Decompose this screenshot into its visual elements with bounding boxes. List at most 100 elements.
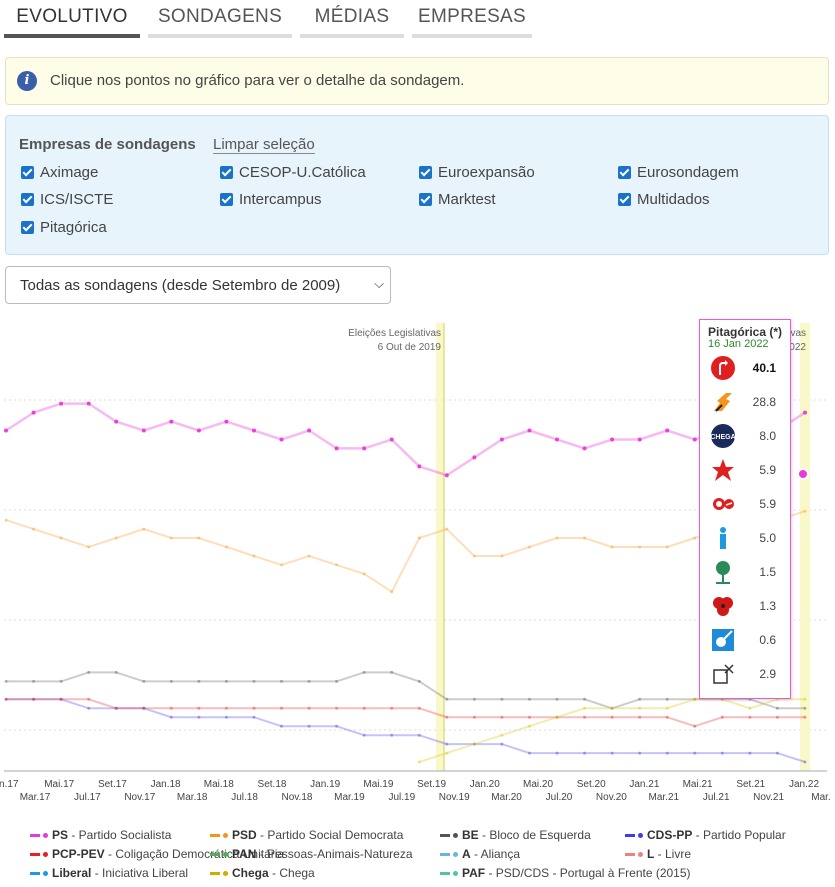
poll-point-ps[interactable] <box>555 437 559 442</box>
poll-point-chega[interactable] <box>638 706 642 710</box>
poll-point-pcp-pev[interactable] <box>169 706 173 710</box>
legend-item-liberal[interactable]: Liberal - Iniciativa Liberal <box>30 866 188 880</box>
poll-point-psd[interactable] <box>224 545 228 549</box>
poll-point-cds-pp[interactable] <box>500 742 504 746</box>
poll-point-psd[interactable] <box>803 509 807 513</box>
poll-point-chega[interactable] <box>583 706 587 710</box>
poll-point-be[interactable] <box>555 697 559 701</box>
poll-point-pcp-pev[interactable] <box>280 706 283 710</box>
poll-point-ps[interactable] <box>114 419 119 424</box>
poll-point-psd[interactable] <box>638 545 642 549</box>
poll-point-be[interactable] <box>528 697 531 701</box>
poll-point-cds-pp[interactable] <box>748 751 752 755</box>
poll-point-ps[interactable] <box>389 437 394 442</box>
poll-point-pcp-pev[interactable] <box>197 706 201 710</box>
tab-medias[interactable]: MÉDIAS <box>300 6 404 38</box>
poll-point-ps[interactable] <box>803 410 807 415</box>
poll-point-pcp-pev[interactable] <box>693 724 697 728</box>
series-line-ps[interactable] <box>5 402 806 477</box>
poll-point-pcp-pev[interactable] <box>748 715 752 719</box>
poll-point-pcp-pev[interactable] <box>307 706 311 710</box>
poll-point-pcp-pev[interactable] <box>362 706 366 710</box>
poll-point-psd[interactable] <box>142 527 146 531</box>
poll-point-ps[interactable] <box>444 473 449 478</box>
legend-item-chega[interactable]: Chega - Chega <box>210 866 315 880</box>
poll-point-pcp-pev[interactable] <box>335 706 339 710</box>
poll-point-pcp-pev[interactable] <box>665 715 669 719</box>
poll-point-be[interactable] <box>169 679 173 683</box>
legend-item-pcp-pev[interactable]: PCP-PEV - Coligação Democrática Unitária <box>30 847 284 861</box>
poll-point-cds-pp[interactable] <box>472 742 476 746</box>
evolution-chart[interactable]: Eleições Legislativas 6 Out de 2019 vas … <box>0 315 835 805</box>
clear-selection-link[interactable]: Limpar seleção <box>213 136 315 154</box>
poll-point-psd[interactable] <box>472 554 476 558</box>
poll-point-be[interactable] <box>472 697 476 701</box>
poll-point-pcp-pev[interactable] <box>803 715 807 719</box>
series-line-cds-pp[interactable] <box>6 698 806 763</box>
poll-point-chega[interactable] <box>693 697 697 701</box>
poll-point-chega[interactable] <box>417 760 421 764</box>
poll-point-be[interactable] <box>417 679 421 683</box>
poll-point-cds-pp[interactable] <box>280 724 283 728</box>
poll-point-pcp-pev[interactable] <box>528 715 531 719</box>
series-line-be[interactable] <box>6 671 805 710</box>
poll-point-pcp-pev[interactable] <box>583 715 587 719</box>
series-line-psd[interactable] <box>5 510 806 594</box>
poll-point-ps[interactable] <box>307 428 312 433</box>
legend-item-paf[interactable]: PAF - PSD/CDS - Portugal à Frente (2015) <box>440 866 691 880</box>
poll-point-be[interactable] <box>362 670 366 674</box>
poll-point-psd[interactable] <box>665 545 669 549</box>
poll-point-cds-pp[interactable] <box>197 715 201 719</box>
poll-point-ps[interactable] <box>224 419 229 424</box>
legend-item-a[interactable]: A - Aliança <box>440 847 520 861</box>
poll-point-psd[interactable] <box>280 563 283 567</box>
poll-point-ps[interactable] <box>169 419 174 424</box>
poll-point-psd[interactable] <box>693 536 697 540</box>
legend-item-pan[interactable]: PAN - Pessoas-Animais-Natureza <box>210 847 413 861</box>
poll-point-chega[interactable] <box>500 733 504 737</box>
poll-point-cds-pp[interactable] <box>665 751 669 755</box>
poll-point-psd[interactable] <box>4 518 8 522</box>
poll-point-cds-pp[interactable] <box>252 715 256 719</box>
poll-point-cds-pp[interactable] <box>142 706 146 710</box>
poll-point-chega[interactable] <box>445 751 449 755</box>
poll-point-pcp-pev[interactable] <box>500 715 504 719</box>
poll-point-be[interactable] <box>142 679 146 683</box>
poll-point-psd[interactable] <box>197 536 201 540</box>
poll-point-psd[interactable] <box>528 545 531 549</box>
poll-point-cds-pp[interactable] <box>417 733 421 737</box>
poll-point-pcp-pev[interactable] <box>142 706 146 710</box>
poll-point-cds-pp[interactable] <box>610 751 614 755</box>
tab-evolutivo[interactable]: EVOLUTIVO <box>4 6 140 38</box>
poll-point-pcp-pev[interactable] <box>114 706 118 710</box>
poll-point-cds-pp[interactable] <box>638 751 642 755</box>
legend-item-psd[interactable]: PSD - Partido Social Democrata <box>210 828 403 842</box>
poll-point-ps[interactable] <box>4 428 8 433</box>
poll-point-psd[interactable] <box>610 545 614 549</box>
poll-point-pcp-pev[interactable] <box>445 715 449 719</box>
poll-point-pcp-pev[interactable] <box>610 715 614 719</box>
poll-point-be[interactable] <box>775 706 779 710</box>
poll-point-be[interactable] <box>803 706 807 710</box>
poll-point-be[interactable] <box>445 697 449 701</box>
poll-point-pcp-pev[interactable] <box>32 697 36 701</box>
tab-empresas[interactable]: EMPRESAS <box>412 6 532 38</box>
poll-point-cds-pp[interactable] <box>390 733 394 737</box>
poll-point-cds-pp[interactable] <box>362 733 366 737</box>
chart-svg[interactable]: Eleições Legislativas 6 Out de 2019 vas … <box>0 315 835 805</box>
poll-point-be[interactable] <box>693 697 697 701</box>
legend-item-ps[interactable]: PS - Partido Socialista <box>30 828 171 842</box>
poll-point-chega[interactable] <box>472 742 476 746</box>
poll-point-cds-pp[interactable] <box>87 706 91 710</box>
poll-point-be[interactable] <box>307 679 311 683</box>
poll-point-be[interactable] <box>252 679 256 683</box>
poll-point-cds-pp[interactable] <box>169 715 173 719</box>
poll-point-cds-pp[interactable] <box>528 751 531 755</box>
poll-point-be[interactable] <box>59 679 63 683</box>
poll-point-chega[interactable] <box>528 724 531 728</box>
poll-point-psd[interactable] <box>169 536 173 540</box>
legend-item-l[interactable]: L - Livre <box>625 847 691 861</box>
poll-point-cds-pp[interactable] <box>803 760 807 764</box>
poll-point-psd[interactable] <box>307 554 311 558</box>
series-line-pcp-pev[interactable] <box>6 698 805 728</box>
